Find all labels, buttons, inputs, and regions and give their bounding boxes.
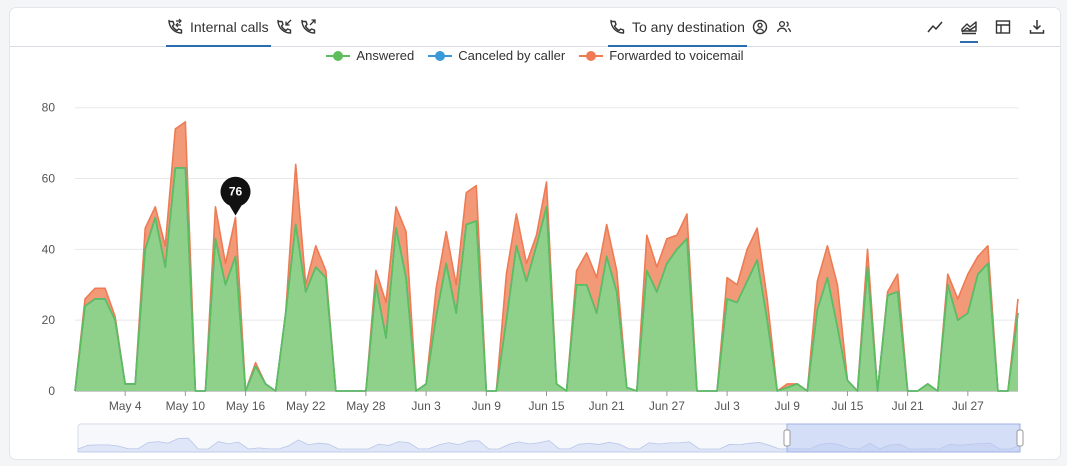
legend-marker-answered	[326, 50, 351, 61]
y-tick-label: 20	[42, 313, 56, 327]
legend-label: Canceled by caller	[458, 48, 566, 63]
chart-legend: Answered Canceled by caller Forwarded to…	[10, 48, 1060, 63]
x-tick-label: May 4	[109, 399, 142, 413]
legend-marker-canceled	[428, 50, 453, 61]
table-icon[interactable]	[992, 16, 1014, 38]
users-icon[interactable]	[775, 18, 793, 36]
outgoing-call-icon[interactable]	[299, 18, 317, 36]
legend-item-voicemail[interactable]: Forwarded to voicemail	[579, 48, 744, 63]
tooltip-bubble	[220, 176, 251, 216]
chart-header: Internal calls To any destination	[10, 8, 1060, 47]
tab-internal-calls[interactable]: Internal calls	[166, 8, 317, 47]
x-tick-label: Jul 21	[892, 399, 924, 413]
tooltip-value: 76	[229, 184, 243, 198]
tab-to-any-destination-label: To any destination	[632, 19, 745, 35]
y-tick-label: 60	[42, 172, 56, 186]
x-tick-label: May 10	[166, 399, 206, 413]
legend-item-answered[interactable]: Answered	[326, 48, 414, 63]
user-circle-icon[interactable]	[751, 18, 769, 36]
incoming-call-icon[interactable]	[275, 18, 293, 36]
x-tick-label: May 22	[286, 399, 326, 413]
x-tick-label: Jul 15	[831, 399, 863, 413]
stacked-area-icon[interactable]	[958, 16, 980, 43]
tab-internal-calls-label: Internal calls	[190, 19, 269, 35]
chart-toolbar	[924, 16, 1048, 43]
x-tick-label: Jul 3	[714, 399, 740, 413]
x-tick-label: Jun 9	[472, 399, 502, 413]
x-tick-label: Jun 27	[649, 399, 685, 413]
download-icon[interactable]	[1026, 16, 1048, 38]
range-handle-right[interactable]	[1016, 429, 1024, 447]
y-tick-label: 40	[42, 242, 56, 256]
x-tick-label: May 28	[346, 399, 386, 413]
tab-to-any-destination[interactable]: To any destination	[608, 8, 793, 47]
legend-label: Forwarded to voicemail	[609, 48, 744, 63]
series-line-answered	[74, 167, 1019, 392]
internal-call-icon	[166, 18, 184, 36]
y-tick-label: 80	[42, 101, 56, 115]
area-answered[interactable]	[75, 167, 1018, 391]
line-chart-icon[interactable]	[924, 16, 946, 38]
range-selection[interactable]	[786, 423, 1021, 453]
x-tick-label: Jun 21	[589, 399, 625, 413]
x-tick-label: May 16	[226, 399, 266, 413]
x-tick-label: Jul 9	[775, 399, 801, 413]
x-tick-label: Jun 15	[528, 399, 564, 413]
x-tick-label: Jul 27	[952, 399, 984, 413]
y-tick-label: 0	[48, 384, 55, 398]
legend-marker-voicemail	[579, 50, 604, 61]
phone-icon	[608, 18, 626, 36]
legend-item-canceled[interactable]: Canceled by caller	[428, 48, 565, 63]
x-tick-label: Jun 3	[411, 399, 441, 413]
range-handle-left[interactable]	[783, 429, 791, 447]
legend-label: Answered	[356, 48, 415, 63]
